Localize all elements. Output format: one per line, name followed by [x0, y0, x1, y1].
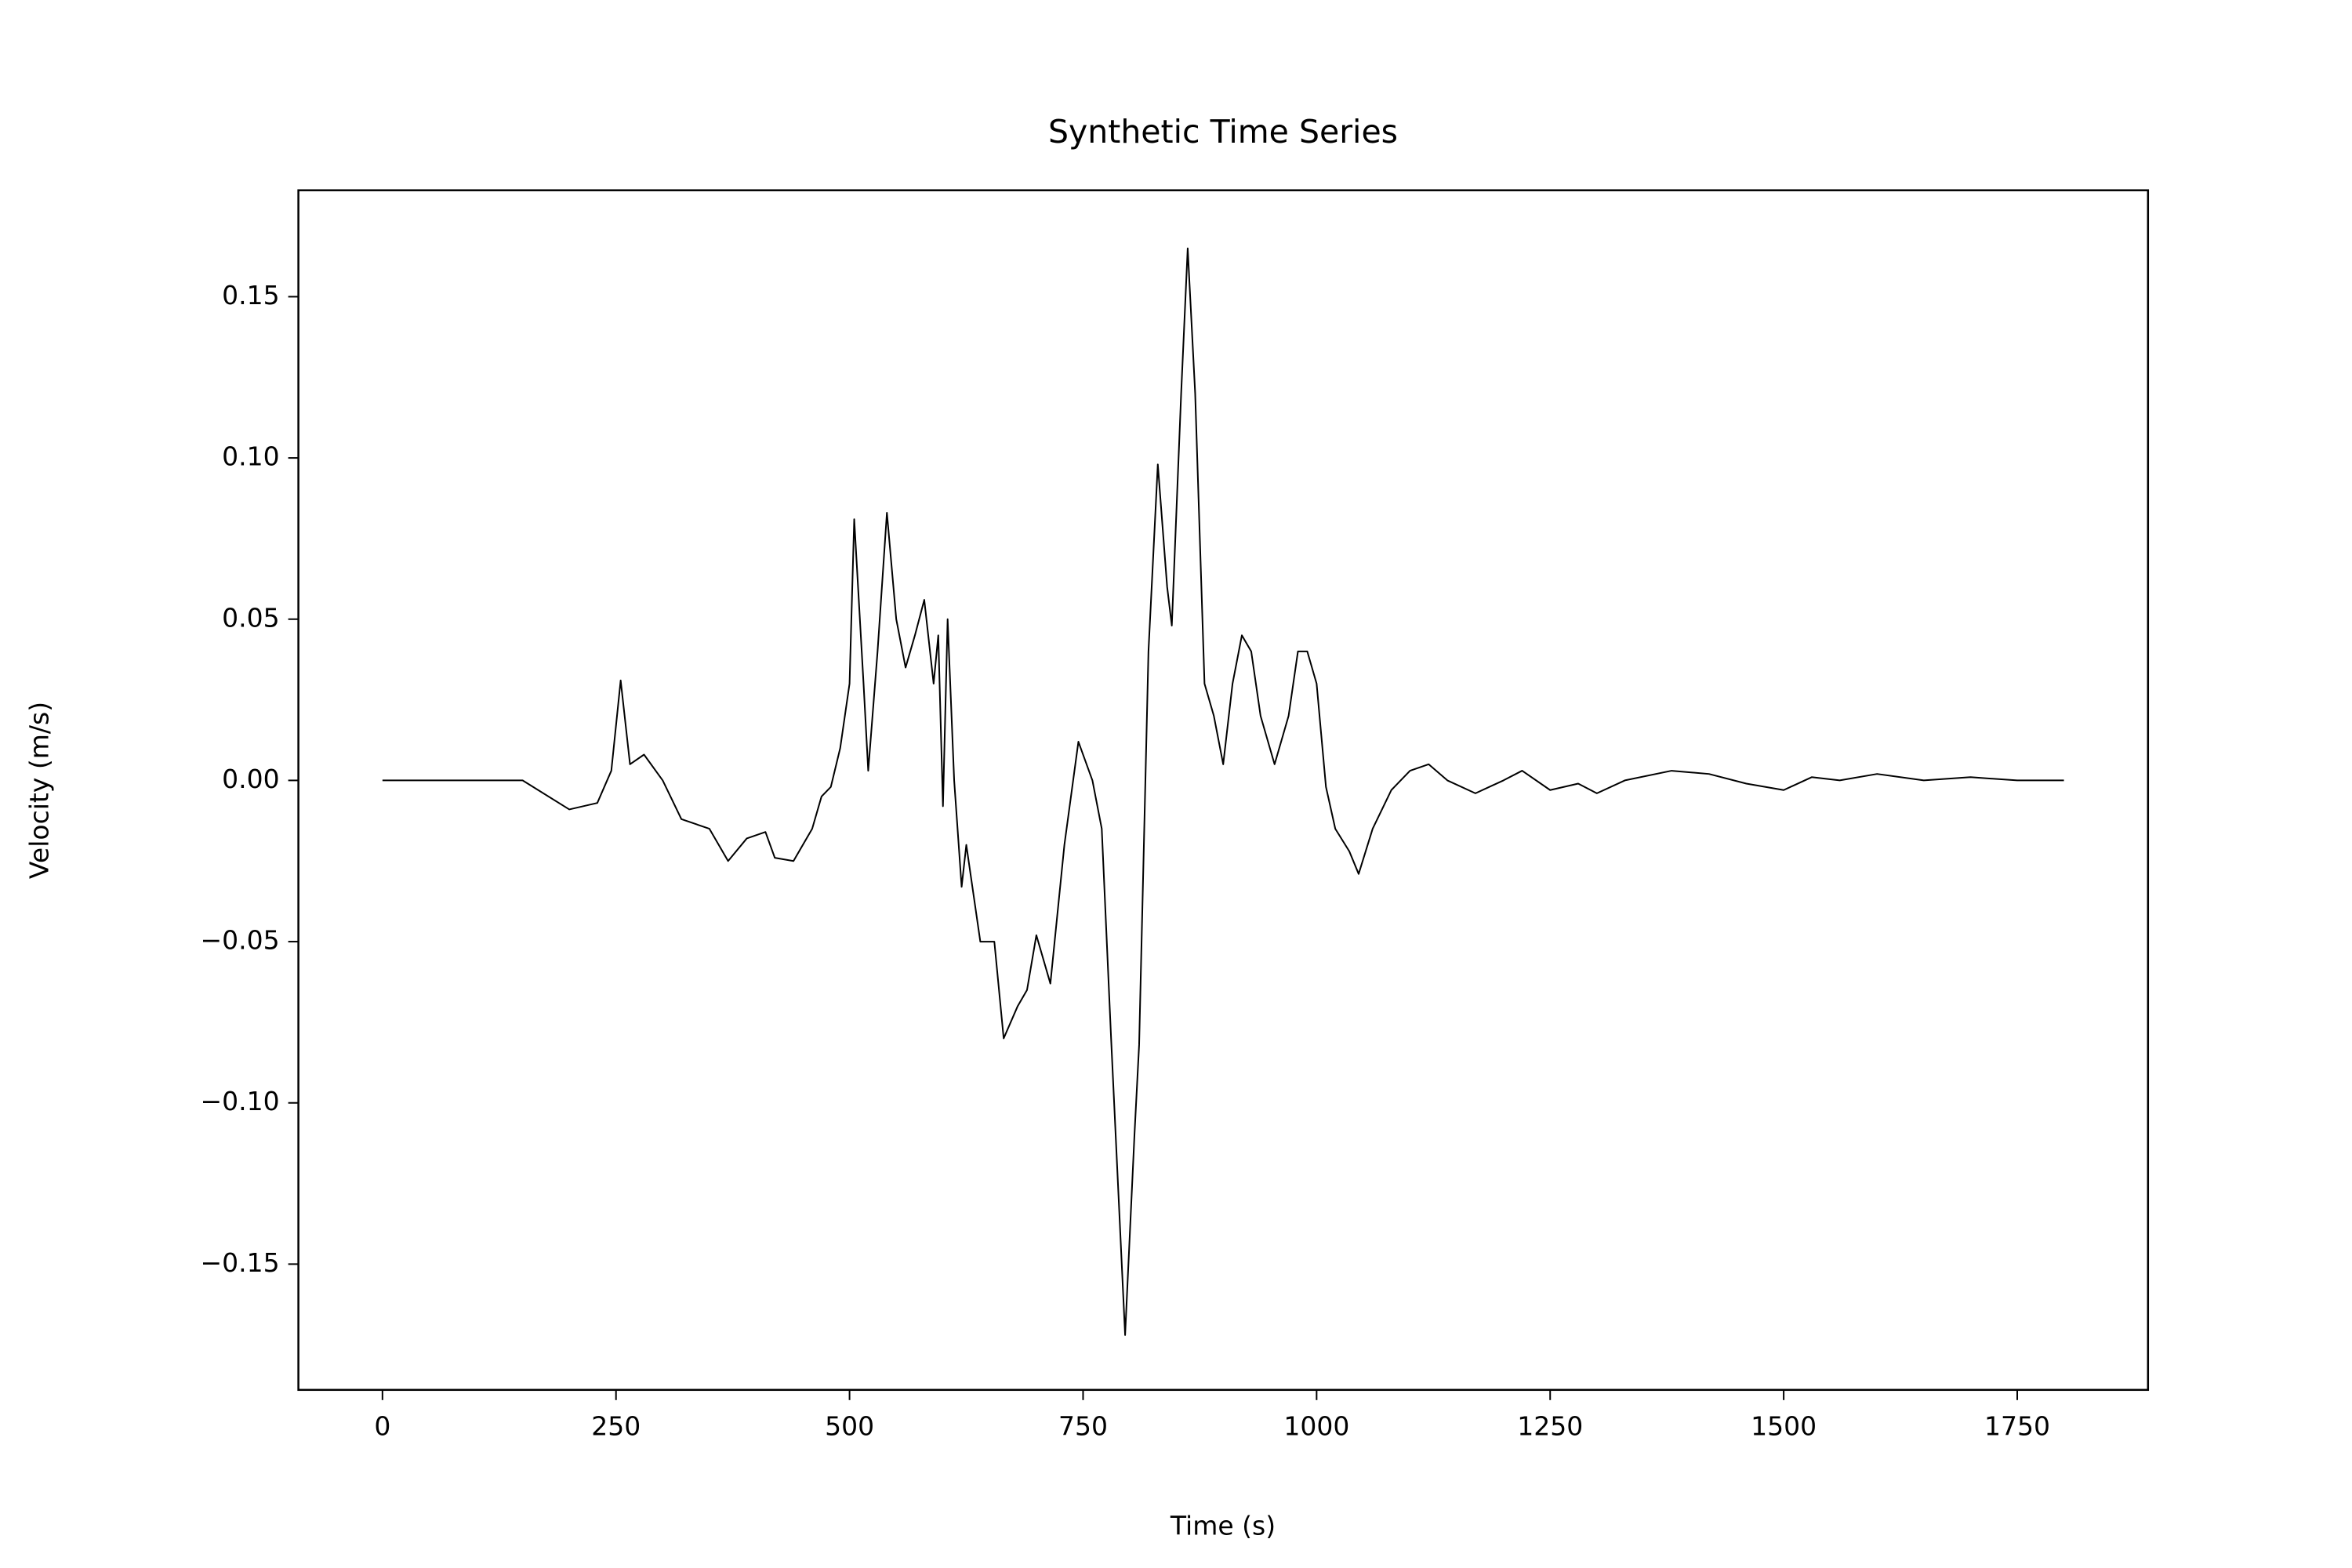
x-tick-label: 250 [591, 1410, 641, 1441]
x-tick-label: 1250 [1517, 1410, 1583, 1441]
x-tick-label: 1000 [1283, 1410, 1349, 1441]
y-tick-label: 0.10 [222, 441, 279, 472]
y-tick-label: 0.00 [222, 764, 279, 794]
y-tick-label: −0.10 [200, 1086, 279, 1116]
plot-frame [297, 189, 2150, 1392]
x-tick-label: 1750 [1984, 1410, 2050, 1441]
y-tick-label: −0.15 [200, 1247, 279, 1278]
x-tick-label: 500 [825, 1410, 874, 1441]
chart-title: Synthetic Time Series [1048, 113, 1398, 151]
x-tick-label: 1500 [1751, 1410, 1817, 1441]
y-tick-label: 0.15 [222, 280, 279, 310]
data-line [382, 247, 2064, 1336]
x-tick-label: 750 [1058, 1410, 1108, 1441]
x-tick-label: 0 [374, 1410, 390, 1441]
x-axis-label: Time (s) [1170, 1511, 1276, 1541]
y-axis-label: Velocity (m/s) [24, 702, 55, 879]
y-tick-label: 0.05 [222, 602, 279, 633]
y-tick-label: −0.05 [200, 925, 279, 956]
